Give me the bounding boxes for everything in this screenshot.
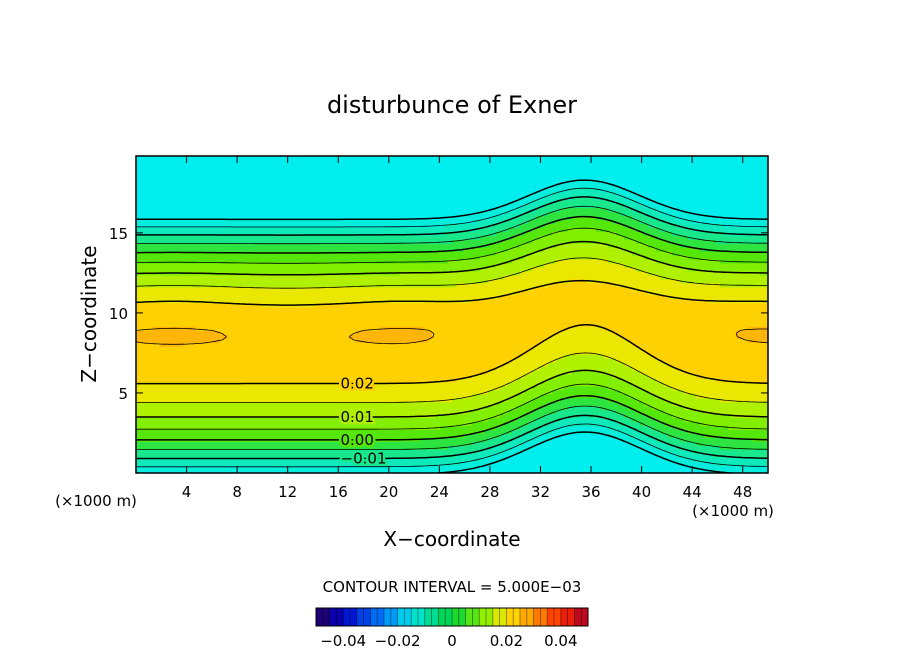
contour-line: [136, 196, 768, 460]
colorbar-tick-label: 0.04: [544, 632, 577, 650]
contour-line: [136, 227, 768, 430]
x-tick-label: 48: [733, 483, 752, 501]
x-tick-label: 24: [430, 483, 449, 501]
y-axis-label: Z−coordinate: [77, 245, 101, 382]
colorbar-tick-label: 0: [447, 632, 457, 650]
contour-label: 0.02: [340, 375, 373, 393]
x-tick-label: 32: [531, 483, 550, 501]
y-tick-label: 10: [109, 305, 128, 323]
contour-label: −0.01: [341, 450, 387, 468]
contour-field: [136, 156, 768, 473]
contour-line: [136, 327, 768, 345]
x-tick-label: 16: [329, 483, 348, 501]
contour-lines: [136, 179, 768, 473]
x-tick-label: 36: [581, 483, 600, 501]
x-tick-label: 8: [232, 483, 242, 501]
y-tick-label: 5: [118, 385, 128, 403]
colorbar-tick-label: −0.04: [320, 632, 366, 650]
contour-line: [136, 279, 768, 385]
x-axis-label: X−coordinate: [383, 527, 520, 551]
contour-line: [136, 240, 768, 418]
contour-line: [136, 257, 768, 403]
contour-line: [136, 187, 768, 468]
colorbar-frame: [315, 607, 589, 627]
colorbar-tick-label: −0.02: [375, 632, 421, 650]
x-tick-label: 40: [632, 483, 651, 501]
contour-labels: 0.02 0.01 0.00−0.01: [338, 372, 389, 470]
x-unit-left: (×1000 m): [55, 492, 137, 510]
x-tick-label: 12: [278, 483, 297, 501]
contour-label: 0.00: [340, 431, 373, 449]
contour-label: 0.01: [340, 408, 373, 426]
x-unit-right: (×1000 m): [692, 502, 774, 520]
x-tick-label: 28: [480, 483, 499, 501]
contour-line: [136, 215, 768, 441]
colorbar: −0.04 −0.02 0 0.02 0.04: [315, 607, 589, 650]
contour-line: [136, 205, 768, 450]
x-tick-label: 4: [182, 483, 192, 501]
x-tick-label: 20: [379, 483, 398, 501]
chart-title: disturbunce of Exner: [327, 91, 577, 119]
x-tick-label: 44: [683, 483, 702, 501]
contour-interval-text: CONTOUR INTERVAL = 5.000E−03: [323, 578, 582, 596]
plot-frame: [135, 155, 769, 474]
colorbar-tick-label: 0.02: [490, 632, 523, 650]
y-tick-label: 15: [109, 225, 128, 243]
